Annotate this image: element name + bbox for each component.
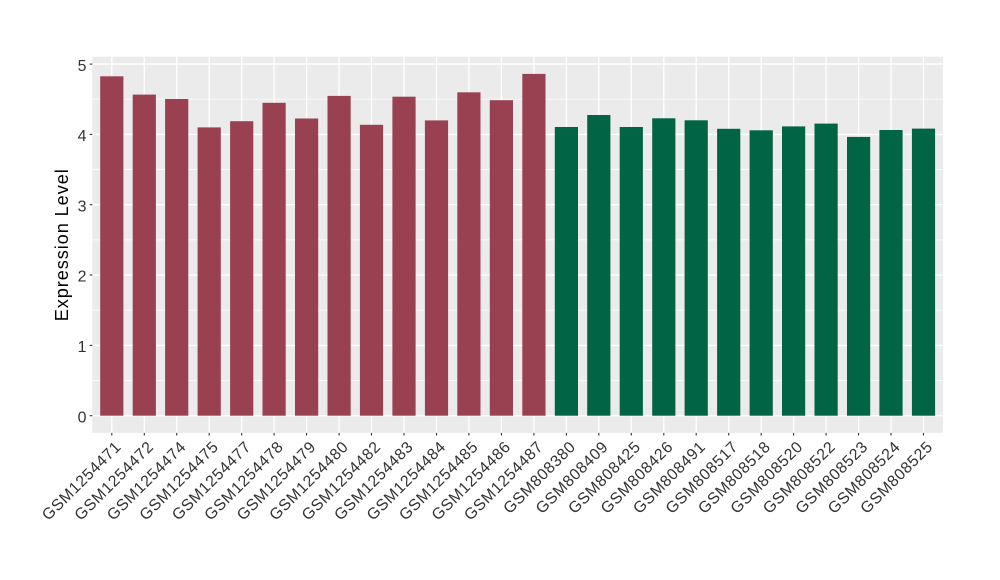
svg-text:4: 4: [78, 128, 87, 145]
svg-text:5: 5: [78, 58, 87, 75]
svg-text:0: 0: [78, 409, 87, 426]
svg-text:3: 3: [78, 198, 87, 215]
svg-text:Expression Level: Expression Level: [52, 168, 72, 321]
svg-text:1: 1: [78, 339, 87, 356]
svg-text:2: 2: [78, 269, 87, 286]
